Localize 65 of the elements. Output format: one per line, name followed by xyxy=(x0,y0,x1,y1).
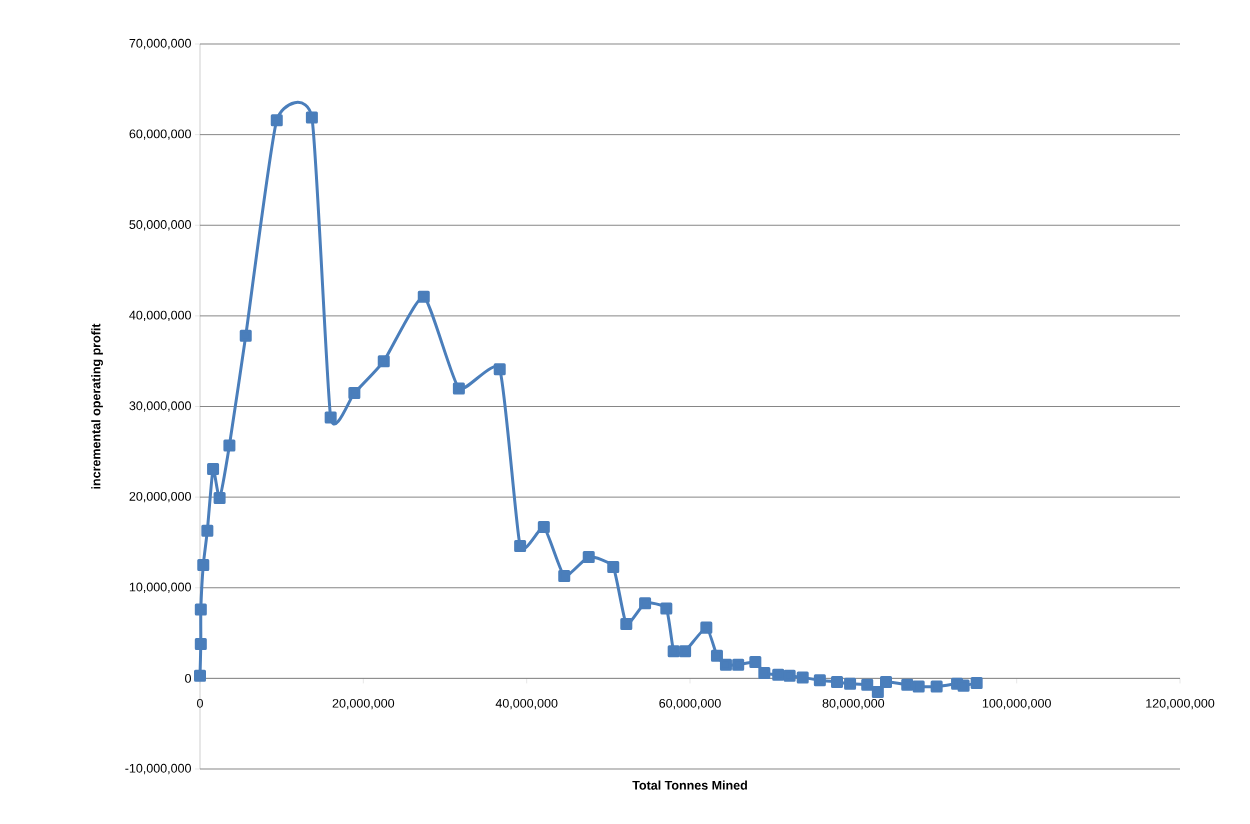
point xyxy=(749,656,762,669)
point xyxy=(537,521,550,534)
y-tick-label: 40,000,000 xyxy=(129,310,191,322)
point xyxy=(620,618,633,630)
point xyxy=(239,329,252,342)
point xyxy=(831,676,844,688)
point xyxy=(660,602,673,615)
point xyxy=(377,355,390,368)
y-tick-label: 60,000,000 xyxy=(129,129,191,140)
point xyxy=(861,678,874,691)
point xyxy=(758,666,771,679)
point xyxy=(213,492,226,505)
x-tick-label: 0 xyxy=(197,698,203,708)
point xyxy=(844,677,857,690)
point xyxy=(493,363,506,376)
point xyxy=(639,597,652,610)
y-tick-label: 10,000,000 xyxy=(129,582,191,593)
point xyxy=(194,637,207,650)
point xyxy=(194,669,206,682)
point xyxy=(772,668,785,681)
point xyxy=(194,603,207,616)
point xyxy=(970,676,983,689)
point xyxy=(667,645,680,658)
x-tick-label: 80,000,000 xyxy=(822,698,885,710)
x-tick-label: 120,000,000 xyxy=(1146,698,1215,710)
x-axis-title: Total Tonnes Mined xyxy=(632,780,747,790)
point xyxy=(417,290,430,303)
point xyxy=(783,669,796,682)
point xyxy=(201,524,214,537)
y-tick-label: -10,000,000 xyxy=(125,763,191,775)
x-tick-label: 100,000,000 xyxy=(982,698,1051,710)
point xyxy=(871,685,884,698)
y-tick-label: 50,000,000 xyxy=(129,220,191,231)
point xyxy=(732,658,745,671)
point xyxy=(901,678,914,691)
point xyxy=(305,111,318,124)
point xyxy=(930,680,943,693)
point xyxy=(607,560,620,573)
point xyxy=(796,671,809,684)
point xyxy=(207,463,220,476)
point xyxy=(514,540,527,553)
point xyxy=(710,649,723,662)
y-tick-label: 20,000,000 xyxy=(129,491,191,503)
point xyxy=(270,114,283,127)
x-tick-label: 60,000,000 xyxy=(659,698,721,710)
point xyxy=(813,674,826,687)
point xyxy=(452,382,465,395)
point xyxy=(957,679,970,692)
point xyxy=(912,680,925,693)
point xyxy=(223,439,236,452)
x-tick-label: 40,000,000 xyxy=(495,698,558,710)
point xyxy=(324,411,337,424)
point xyxy=(700,621,713,634)
point xyxy=(719,658,732,671)
point xyxy=(679,645,692,658)
x-tick-label: 20,000,000 xyxy=(332,698,395,710)
point xyxy=(348,386,361,399)
y-axis-title: incremental operating profit xyxy=(91,323,103,489)
point xyxy=(582,550,595,563)
y-tick-label: 30,000,000 xyxy=(129,401,191,412)
point xyxy=(558,569,571,582)
y-tick-label: 70,000,000 xyxy=(129,38,191,50)
point xyxy=(197,559,210,572)
y-tick-label: 0 xyxy=(185,673,191,683)
point xyxy=(880,676,893,688)
